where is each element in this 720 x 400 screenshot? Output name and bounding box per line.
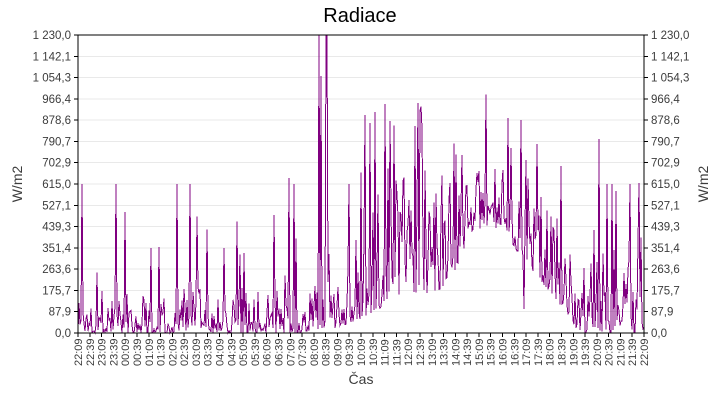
y-tick-label: 527,1 — [651, 200, 680, 212]
x-tick-label: 22:09 — [73, 338, 85, 366]
x-tick-label: 09:39 — [344, 338, 356, 366]
x-tick-label: 23:09 — [97, 338, 109, 366]
x-tick-label: 18:09 — [545, 338, 557, 366]
x-tick-label: 02:39 — [179, 338, 191, 366]
x-tick-label: 10:39 — [368, 338, 380, 366]
x-tick-label: 20:39 — [604, 338, 616, 366]
y-tick-label: 527,1 — [42, 200, 71, 212]
y-tick-label: 878,6 — [42, 115, 71, 127]
y-tick-label: 966,4 — [651, 94, 680, 106]
y-tick-label: 175,7 — [42, 285, 71, 297]
x-tick-label: 15:39 — [486, 338, 498, 366]
y-tick-label: 702,9 — [651, 158, 680, 170]
x-tick-label: 13:39 — [439, 338, 451, 366]
y-tick-label: 87,9 — [651, 307, 673, 319]
x-tick-label: 17:09 — [521, 338, 533, 366]
x-tick-label: 12:09 — [403, 338, 415, 366]
y-tick-label: 263,6 — [651, 264, 680, 276]
y-tick-label: 615,0 — [42, 179, 71, 191]
x-tick-label: 06:09 — [262, 338, 274, 366]
y-tick-label: 439,3 — [651, 222, 680, 234]
y-tick-label: 1 142,1 — [651, 51, 689, 63]
y-tick-label: 0,0 — [651, 328, 667, 340]
y-tick-label: 87,9 — [49, 307, 71, 319]
y-tick-label: 1 054,3 — [651, 73, 689, 85]
x-tick-label: 05:39 — [250, 338, 262, 366]
x-tick-label: 08:39 — [321, 338, 333, 366]
y-tick-label: 878,6 — [651, 115, 680, 127]
x-tick-label: 19:09 — [568, 338, 580, 366]
y-tick-label: 351,4 — [42, 243, 71, 255]
y-tick-label: 0,0 — [55, 328, 71, 340]
x-tick-label: 15:09 — [474, 338, 486, 366]
x-tick-label: 07:39 — [297, 338, 309, 366]
x-tick-label: 06:39 — [273, 338, 285, 366]
x-tick-label: 07:09 — [285, 338, 297, 366]
x-tick-label: 14:39 — [462, 338, 474, 366]
x-tick-label: 08:09 — [309, 338, 321, 366]
x-tick-label: 05:09 — [238, 338, 250, 366]
x-tick-label: 03:09 — [191, 338, 203, 366]
x-tick-label: 04:39 — [226, 338, 238, 366]
y-tick-label: 966,4 — [42, 94, 71, 106]
y-tick-label: 1 142,1 — [33, 51, 71, 63]
gridlines — [78, 55, 644, 313]
x-tick-label: 00:39 — [132, 338, 144, 366]
x-tick-label: 22:39 — [85, 338, 97, 366]
x-tick-label: 11:39 — [391, 339, 403, 366]
y-tick-label: 615,0 — [651, 179, 680, 191]
x-tick-label: 04:09 — [215, 338, 227, 366]
x-tick-label: 14:09 — [450, 338, 462, 366]
x-tick-label: 18:39 — [556, 338, 568, 366]
radiation-series — [77, 34, 645, 335]
x-tick-labels: 22:09 22:39 23:09 23:39 00:09 00:39 01:09 01:39… — [73, 338, 651, 366]
y-tick-label: 790,7 — [42, 136, 71, 148]
x-tick-label: 21:39 — [627, 338, 639, 366]
radiation-trace — [77, 34, 645, 335]
y-tick-label: 702,9 — [42, 158, 71, 170]
y-tick-labels-right: 1 230,0 1 142,1 1 054,3 966,4 878,6 790,7 702,… — [651, 30, 689, 340]
x-tick-label: 23:39 — [108, 338, 120, 366]
x-tick-label: 03:39 — [203, 338, 215, 366]
x-tick-label: 09:09 — [332, 338, 344, 366]
y-tick-label: 1 230,0 — [651, 30, 689, 42]
x-tick-label: 10:09 — [356, 338, 368, 366]
x-tick-label: 12:39 — [415, 338, 427, 366]
y-tick-label: 790,7 — [651, 136, 680, 148]
x-tick-label: 17:39 — [533, 338, 545, 366]
axis-tick-marks — [74, 34, 648, 337]
y-tick-label: 1 054,3 — [33, 73, 71, 85]
x-tick-label: 11:09 — [380, 339, 392, 366]
x-tick-label: 16:09 — [498, 338, 510, 366]
x-tick-label: 01:39 — [156, 338, 168, 366]
x-axis-label: Čas — [348, 371, 374, 387]
y-tick-label: 175,7 — [651, 285, 680, 297]
x-tick-label: 00:09 — [120, 338, 132, 366]
x-tick-label: 02:09 — [167, 338, 179, 366]
x-tick-label: 22:09 — [639, 338, 651, 366]
x-tick-label: 20:09 — [592, 338, 604, 366]
y-tick-labels-left: 1 230,0 1 142,1 1 054,3 966,4 878,6 790,7 702,… — [33, 30, 72, 340]
chart-title: Radiace — [323, 5, 397, 27]
x-tick-label: 21:09 — [615, 338, 627, 366]
x-tick-label: 19:39 — [580, 338, 592, 366]
x-tick-label: 01:09 — [144, 338, 156, 366]
x-tick-label: 13:09 — [427, 338, 439, 366]
y-tick-label: 263,6 — [42, 264, 71, 276]
x-tick-label: 16:39 — [509, 338, 521, 366]
y-tick-label: 1 230,0 — [33, 30, 71, 42]
y-tick-label: 439,3 — [42, 222, 71, 234]
y-tick-label: 351,4 — [651, 243, 680, 255]
